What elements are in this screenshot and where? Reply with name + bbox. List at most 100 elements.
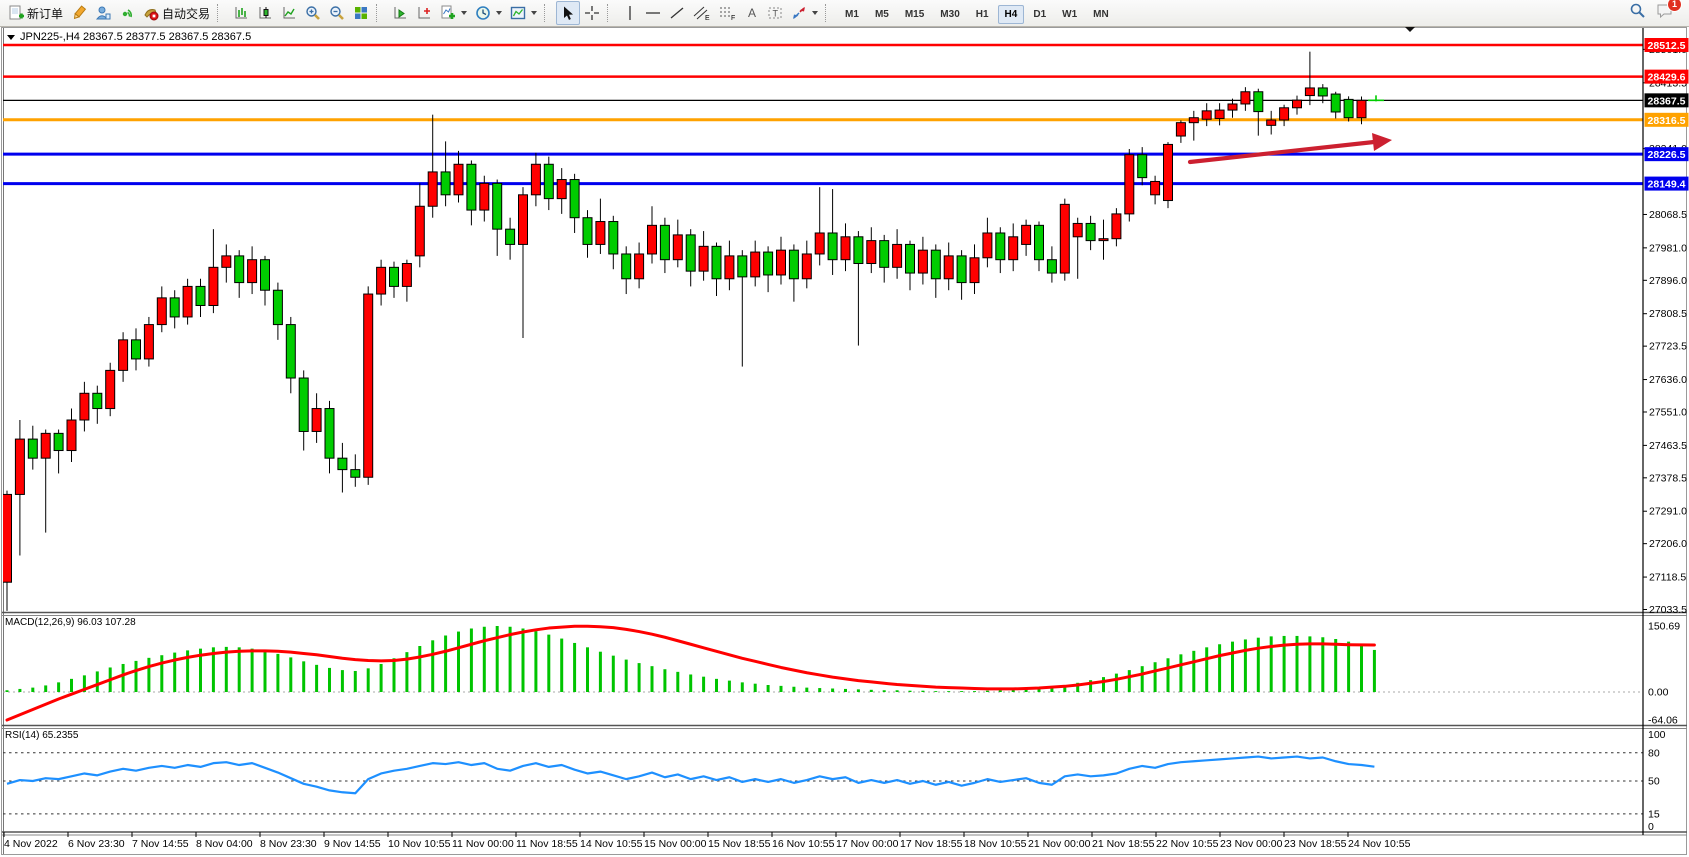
candle — [595, 198, 606, 254]
time-axis-label: 8 Nov 04:00 — [196, 838, 253, 850]
candle — [1317, 84, 1328, 104]
timeframe-W1[interactable]: W1 — [1062, 9, 1078, 20]
timeframe-M5[interactable]: M5 — [874, 9, 889, 20]
chart-shift-button[interactable] — [412, 1, 436, 25]
price-badge-28512.5: 28512.5 — [1644, 38, 1689, 52]
crosshair-icon — [584, 5, 600, 21]
period-clock-button[interactable] — [471, 1, 506, 25]
timeframe-M15[interactable]: M15 — [904, 9, 925, 20]
price-badge-28367.5: 28367.5 — [1644, 93, 1689, 108]
candle — [414, 183, 425, 268]
autotrading-label: 自动交易 — [162, 6, 211, 21]
trend-arrow[interactable] — [1187, 133, 1392, 165]
candle — [698, 231, 709, 281]
candle — [131, 328, 141, 371]
chart-canvas[interactable]: 28501.028413.528241.028068.527981.027896… — [0, 27, 1689, 857]
horizontal-line-icon — [645, 5, 661, 21]
trendline-button[interactable] — [665, 1, 689, 25]
new-order-button[interactable]: 新订单 — [4, 1, 67, 25]
styles-button[interactable] — [67, 1, 91, 25]
time-axis[interactable]: 4 Nov 2022 6 Nov 23:30 7 Nov 14:55 8 Nov 04… — [3, 832, 1411, 850]
timeframe-D1[interactable]: D1 — [1033, 9, 1047, 20]
candle — [118, 332, 129, 382]
candle — [1175, 120, 1186, 143]
timeframe-MN[interactable]: MN — [1093, 9, 1109, 20]
new-order-label: 新订单 — [27, 6, 64, 21]
time-axis-label: 10 Nov 10:55 — [388, 838, 451, 850]
text-button[interactable]: A — [741, 1, 763, 25]
chart-title-text: JPN225-,H4 28367.5 28377.5 28367.5 28367… — [20, 31, 252, 43]
rsi-indicator-label: RSI(14) 65.2355 — [5, 730, 79, 741]
y-axis-tick: 27378.5 — [1649, 472, 1687, 484]
price-axis[interactable]: 28501.028413.528241.028068.527981.027896… — [1642, 28, 1689, 835]
candle — [1240, 87, 1251, 111]
time-axis-label: 9 Nov 14:55 — [324, 838, 381, 850]
timeframe-M30[interactable]: M30 — [940, 9, 960, 20]
crosshair-button[interactable] — [580, 1, 604, 25]
rsi-panel — [3, 752, 1643, 815]
scroll-to-end-button[interactable] — [388, 1, 412, 25]
vertical-line-icon — [623, 5, 637, 21]
bar-chart-button[interactable] — [229, 1, 253, 25]
candle — [776, 236, 786, 285]
candlestick-chart-icon — [257, 5, 273, 21]
line-chart-icon — [281, 5, 297, 21]
time-axis-label: 23 Nov 00:00 — [1220, 838, 1283, 850]
zoom-out-button[interactable] — [325, 1, 349, 25]
text-icon: A — [745, 5, 759, 21]
time-axis-label: 4 Nov 2022 — [4, 838, 58, 850]
timeframe-M1[interactable]: M1 — [845, 9, 859, 20]
add-indicator-button[interactable] — [436, 1, 471, 25]
candle — [814, 187, 825, 266]
svg-text:28226.5: 28226.5 — [1648, 149, 1686, 161]
news-button[interactable] — [115, 1, 139, 25]
zoom-in-button[interactable] — [301, 1, 325, 25]
autotrading-button[interactable]: 自动交易 — [139, 1, 214, 25]
y-axis-tick: 27981.0 — [1649, 242, 1687, 254]
y-axis-tick: 27896.0 — [1649, 275, 1687, 287]
candle — [917, 236, 928, 285]
candle — [866, 227, 877, 274]
candle — [53, 429, 64, 474]
candle — [350, 454, 361, 487]
text-label-button[interactable]: T — [763, 1, 787, 25]
candle — [969, 244, 980, 295]
macd-signal-line — [5, 624, 1376, 722]
timeframe-H4[interactable]: H4 — [997, 5, 1025, 24]
candle — [272, 282, 283, 340]
notifications-button[interactable]: 1 — [1656, 0, 1682, 24]
arrow-objects-button[interactable] — [787, 1, 822, 25]
expert-advisor-icon — [95, 5, 111, 21]
crayon-icon — [71, 5, 87, 21]
fibonacci-button[interactable]: F — [715, 1, 741, 25]
y-axis-tick: 27033.5 — [1649, 604, 1687, 616]
expert-advisors-button[interactable] — [91, 1, 115, 25]
candle — [1124, 149, 1135, 222]
macd-scale-label: 0.00 — [1648, 687, 1669, 699]
equidistant-channel-button[interactable]: E — [689, 1, 715, 25]
macd-scale-label: 150.69 — [1648, 620, 1680, 632]
price-badge-28316.5: 28316.5 — [1644, 112, 1689, 127]
candle — [1034, 221, 1044, 272]
candle — [1137, 147, 1148, 186]
chart-shift-marker-icon[interactable] — [1403, 27, 1417, 32]
search-icon[interactable] — [1629, 2, 1646, 24]
time-axis-label: 11 Nov 18:55 — [516, 838, 578, 850]
vertical-line-button[interactable] — [619, 1, 641, 25]
toolbar-separator — [607, 4, 615, 22]
horizontal-line-button[interactable] — [641, 1, 665, 25]
candle — [621, 246, 632, 295]
candlestick-chart-button[interactable] — [253, 1, 277, 25]
tile-windows-button[interactable] — [349, 1, 373, 25]
toolbar-separator — [825, 4, 833, 22]
timeframe-H1[interactable]: H1 — [975, 9, 989, 20]
cursor-button[interactable] — [556, 1, 581, 25]
macd-indicator-label: MACD(12,26,9) 96.03 107.28 — [5, 617, 136, 628]
candle — [221, 244, 232, 283]
candle — [505, 217, 516, 260]
chart-template-button[interactable] — [506, 1, 541, 25]
candle — [401, 259, 412, 302]
line-chart-button[interactable] — [277, 1, 301, 25]
y-axis-tick: 27636.0 — [1649, 374, 1687, 386]
candle — [1085, 215, 1096, 251]
